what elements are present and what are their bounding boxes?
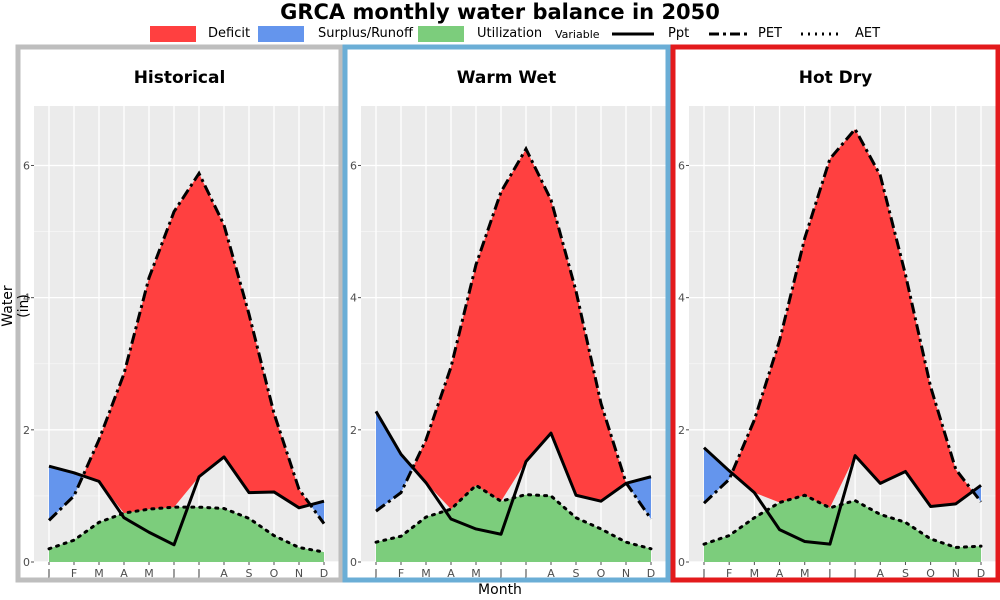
x-tick-label: J <box>171 567 175 580</box>
x-tick-label: M <box>94 567 104 580</box>
legend-label-utilization: Utilization <box>477 26 543 41</box>
legend-label-pet: PET <box>758 26 782 41</box>
pet-line <box>47 170 326 525</box>
x-tick-label: D <box>977 567 985 580</box>
y-tick-label: 6 <box>23 159 30 172</box>
x-tick-label: M <box>144 567 154 580</box>
x-tick-label: S <box>902 567 909 580</box>
x-tick-label: A <box>220 567 228 580</box>
x-tick-label: M <box>421 567 431 580</box>
ppt-line <box>702 446 982 546</box>
x-tick-label: N <box>622 567 630 580</box>
legend-label-aet: AET <box>855 26 881 41</box>
panel-hot-dry: 0 2 4 6 J F M A M J J A S O N D Hot Dry <box>670 44 1000 583</box>
x-axis-label: Month <box>478 582 522 598</box>
legend-swatch-deficit <box>150 26 196 42</box>
panel-border <box>15 44 344 583</box>
y-tick-label: 0 <box>678 556 685 569</box>
x-tick-label: J <box>196 567 200 580</box>
ppt-line <box>48 455 325 547</box>
legend: Deficit Surplus/Runoff Utilization Variable… <box>0 25 1000 45</box>
legend-label-surplus-runoff: Surplus/Runoff <box>318 26 413 41</box>
panel-warm-wet: 0 2 4 6 J F M A M J J A S O N D Warm Wet <box>342 44 671 583</box>
legend-key-pet <box>709 32 751 36</box>
surplus-area <box>49 466 83 521</box>
y-axis-label: Water (in) <box>0 285 32 327</box>
x-tick-label: J <box>46 567 50 580</box>
legend-label-ppt: Ppt <box>668 26 690 41</box>
x-tick-label: J <box>498 567 502 580</box>
x-tick-label: J <box>827 567 831 580</box>
x-tick-label: A <box>877 567 885 580</box>
deficit-area <box>412 148 627 510</box>
legend-key-ppt <box>612 32 654 36</box>
x-tick-label: M <box>471 567 481 580</box>
y-tick-label: 4 <box>23 292 30 305</box>
x-tick-label: N <box>295 567 303 580</box>
legend-key-aet <box>801 32 843 36</box>
ppt-line <box>374 410 652 536</box>
x-tick-label: S <box>573 567 580 580</box>
deficit-area <box>82 173 311 514</box>
legend-label-deficit: Deficit <box>208 26 251 41</box>
panel-title: Warm Wet <box>457 68 556 88</box>
x-tick-label: A <box>447 567 455 580</box>
utilization-area <box>49 507 324 562</box>
y-tick-label: 2 <box>678 424 685 437</box>
chart-title: GRCA monthly water balance in 2050 <box>280 0 720 24</box>
x-tick-label: N <box>952 567 960 580</box>
y-tick-label: 6 <box>678 159 685 172</box>
x-tick-label: A <box>547 567 555 580</box>
utilization-area <box>376 485 651 562</box>
x-tick-label: J <box>701 567 705 580</box>
x-tick-label: O <box>270 567 279 580</box>
x-tick-label: S <box>246 567 253 580</box>
utilization-area <box>704 495 981 562</box>
pet-line <box>702 126 983 505</box>
y-tick-label: 4 <box>350 292 357 305</box>
y-tick-label: 4 <box>678 292 685 305</box>
panel-title: Historical <box>134 68 226 88</box>
legend-swatch-surplus-runoff <box>258 26 304 42</box>
x-tick-label: M <box>750 567 760 580</box>
x-tick-label: D <box>647 567 655 580</box>
x-tick-label: A <box>120 567 128 580</box>
x-tick-label: O <box>597 567 606 580</box>
panel-border <box>342 44 671 583</box>
y-tick-label: 2 <box>23 424 30 437</box>
x-tick-label: F <box>71 567 77 580</box>
surplus-area <box>972 485 981 502</box>
x-tick-label: M <box>800 567 810 580</box>
legend-variable-title: Variable <box>555 28 600 41</box>
y-tick-label: 2 <box>350 424 357 437</box>
legend-swatch-utilization <box>418 26 464 42</box>
deficit-area <box>731 129 973 508</box>
x-tick-label: F <box>726 567 732 580</box>
panel-border <box>670 44 1000 583</box>
y-tick-label: 0 <box>350 556 357 569</box>
x-tick-label: J <box>523 567 527 580</box>
y-tick-label: 6 <box>350 159 357 172</box>
x-tick-label: J <box>852 567 856 580</box>
y-tick-label: 0 <box>23 556 30 569</box>
x-tick-label: O <box>926 567 935 580</box>
x-tick-label: F <box>398 567 404 580</box>
surplus-area <box>704 447 732 504</box>
x-tick-label: J <box>373 567 377 580</box>
panel-title: Hot Dry <box>799 68 873 88</box>
x-tick-label: A <box>776 567 784 580</box>
x-tick-label: D <box>320 567 328 580</box>
panel-historical: 0 2 4 6 J F M A M J J A S O N D Historical <box>15 44 344 583</box>
